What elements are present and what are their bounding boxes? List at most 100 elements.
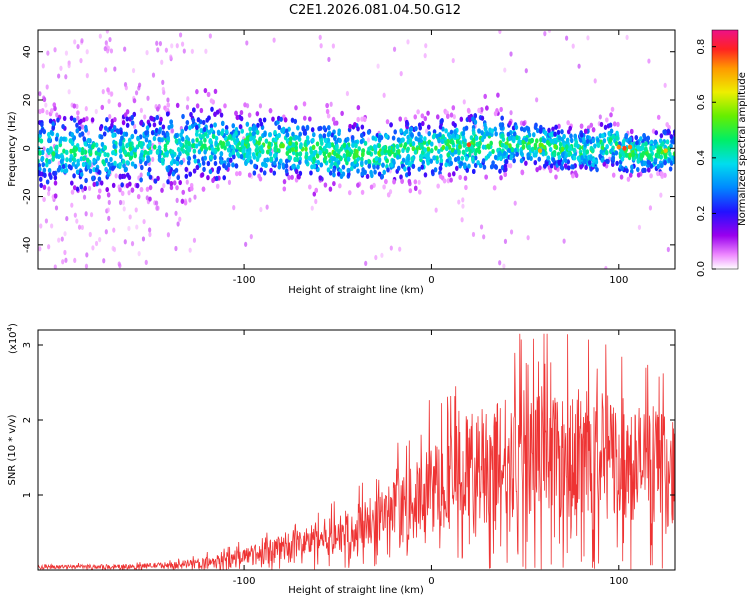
heatmap-cell: [531, 132, 536, 138]
heatmap-cell: [133, 129, 138, 135]
heatmap-cell: [38, 137, 41, 143]
heatmap-cell: [89, 212, 94, 218]
heatmap-cell: [557, 160, 562, 166]
heatmap-cell: [128, 214, 132, 220]
heatmap-cell: [471, 130, 476, 136]
heatmap-cell: [114, 173, 118, 179]
heatmap-cell: [190, 48, 194, 54]
heatmap-cell: [662, 129, 666, 135]
heatmap-cell: [285, 132, 289, 138]
heatmap-cell: [51, 151, 56, 157]
heatmap-cell: [177, 138, 181, 144]
heatmap-cell: [610, 147, 614, 154]
heatmap-cell: [520, 169, 525, 176]
heatmap-cell: [70, 202, 74, 208]
heatmap-cell: [120, 190, 125, 196]
heatmap-cell: [482, 164, 487, 170]
heatmap-cell: [356, 126, 360, 132]
heatmap-cell: [513, 147, 518, 154]
heatmap-cell: [118, 148, 123, 154]
heatmap-cell: [364, 159, 368, 165]
heatmap-cell: [54, 205, 59, 211]
heatmap-cell: [184, 173, 189, 179]
heatmap-cell: [322, 133, 327, 139]
y-tick-label: 2: [22, 417, 33, 423]
heatmap-cell: [139, 186, 144, 193]
heatmap-cell: [550, 132, 555, 138]
heatmap-cell: [614, 150, 619, 156]
heatmap-cell: [548, 146, 553, 153]
heatmap-cell: [420, 113, 425, 119]
colorbar-tick-label: 0.2: [696, 205, 707, 221]
heatmap-cell: [192, 237, 197, 243]
heatmap-cell: [127, 225, 131, 232]
heatmap-cell: [75, 186, 80, 192]
heatmap-cell: [423, 116, 428, 122]
spectrogram-chart: -100 0 100 -40 -20 0 20 40 Height of straight l…: [7, 29, 676, 296]
heatmap-cell: [563, 157, 568, 164]
svg-text:(x104): (x104): [6, 323, 19, 354]
heatmap-cell: [148, 184, 153, 191]
heatmap-cell: [498, 150, 502, 156]
heatmap-cell: [493, 111, 498, 117]
heatmap-cell: [419, 154, 423, 160]
heatmap-cell: [407, 166, 411, 172]
heatmap-cell: [157, 129, 162, 135]
heatmap-cell: [524, 68, 528, 74]
heatmap-cell: [148, 174, 153, 180]
heatmap-cell: [197, 149, 202, 155]
heatmap-cell: [186, 96, 190, 102]
heatmap-cell: [127, 190, 131, 196]
heatmap-cell: [400, 163, 405, 169]
heatmap-cell: [73, 212, 77, 218]
heatmap-cell: [169, 184, 174, 191]
heatmap-cell: [435, 133, 439, 139]
heatmap-cell: [326, 113, 331, 119]
heatmap-cell: [518, 139, 522, 146]
heatmap-cell: [46, 147, 50, 154]
heatmap-cell: [336, 171, 341, 177]
heatmap-cell: [203, 143, 207, 149]
heatmap-cell: [62, 136, 66, 142]
heatmap-cell: [64, 257, 68, 263]
heatmap-cell: [319, 162, 324, 168]
heatmap-cell: [306, 139, 310, 145]
heatmap-cell: [639, 136, 643, 142]
heatmap-cell: [132, 123, 137, 130]
heatmap-cell: [196, 117, 201, 123]
colorbar-tick-label: 0.4: [696, 150, 707, 166]
heatmap-cell: [94, 150, 99, 156]
heatmap-cell: [107, 215, 111, 221]
heatmap-cell: [128, 181, 132, 187]
heatmap-cell: [235, 114, 240, 121]
heatmap-cell: [49, 129, 54, 136]
heatmap-cell: [319, 43, 323, 49]
heatmap-cell: [659, 154, 663, 160]
heatmap-cell: [148, 141, 152, 148]
heatmap-cell: [508, 163, 513, 169]
heatmap-cell: [50, 223, 54, 229]
heatmap-cell: [529, 155, 533, 161]
heatmap-cell: [44, 102, 48, 108]
heatmap-cell: [55, 112, 59, 118]
heatmap-cell: [139, 152, 144, 158]
heatmap-cell: [556, 129, 561, 135]
heatmap-cell: [608, 122, 613, 128]
heatmap-cell: [195, 89, 199, 95]
heatmap-cell: [163, 146, 168, 152]
heatmap-cell: [585, 134, 590, 141]
heatmap-cell: [446, 152, 451, 158]
heatmap-cell: [625, 168, 629, 174]
heatmap-cell: [136, 136, 141, 142]
heatmap-cell: [174, 133, 178, 139]
heatmap-cell: [455, 134, 460, 140]
heatmap-cell: [144, 259, 148, 265]
heatmap-cell: [181, 189, 186, 195]
heatmap-cell: [79, 58, 83, 64]
heatmap-cell: [392, 179, 396, 185]
heatmap-cell: [64, 149, 69, 155]
heatmap-cell: [327, 152, 331, 158]
heatmap-cell: [484, 155, 489, 161]
heatmap-cell: [498, 168, 502, 174]
heatmap-cell: [302, 115, 307, 121]
